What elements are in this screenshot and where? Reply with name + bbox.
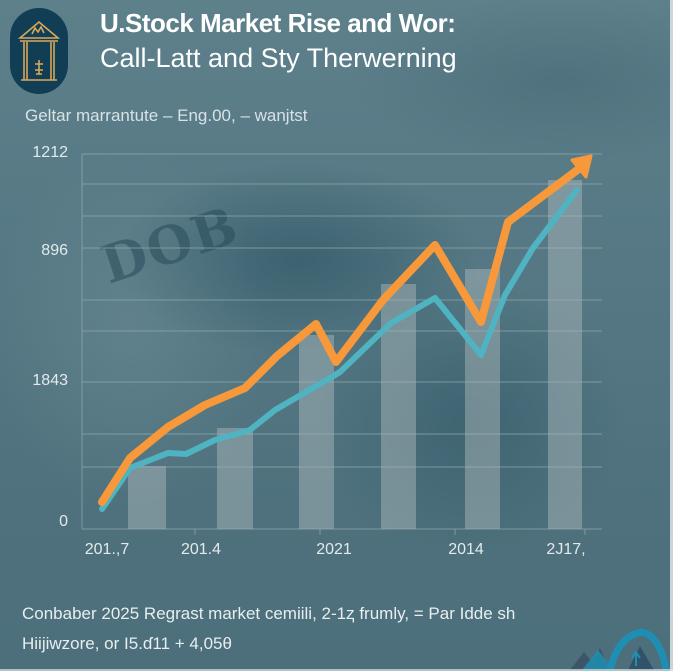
y-tick-label: 896	[41, 242, 68, 259]
background-bars	[128, 180, 582, 529]
bank-building-icon	[17, 20, 61, 81]
x-tick-label: 201.4	[180, 541, 222, 558]
brand-mountain-logo-icon	[570, 628, 670, 670]
bar	[217, 428, 253, 529]
grid-lines	[81, 153, 602, 535]
arrow-head-icon	[570, 154, 593, 179]
frame-border	[670, 0, 673, 671]
orange-series-line	[98, 164, 584, 506]
bar	[299, 335, 334, 529]
footer-note-line2: Hiijiwzore, or I5.ɗ11 + 4,05θ	[22, 634, 232, 653]
x-tick-label: 2021	[316, 541, 352, 558]
y-tick-label: 0	[59, 513, 68, 530]
y-tick-label: 1212	[32, 144, 68, 161]
x-tick-label: 201.,7	[84, 541, 130, 558]
chart-subtitle: Geltar marrantute – Eng.00, – wanjtst	[25, 106, 308, 125]
footer-note-line1: Conbaber 2025 Regrast market cemiili, 2-…	[22, 604, 516, 623]
logo-badge	[10, 8, 68, 94]
chart-title-line1: U.Stock Market Rise and Wor:	[100, 8, 456, 38]
x-tick-label: 2J17,	[546, 541, 586, 558]
bar	[548, 180, 582, 529]
bar	[128, 466, 166, 529]
y-tick-label: 1843	[32, 372, 68, 389]
teal-series-line	[99, 187, 580, 512]
chart-title-line2: Call-Latt and Sty Therwerning	[100, 43, 457, 73]
x-tick-label: 2014	[448, 541, 484, 558]
frame-border	[0, 669, 673, 671]
